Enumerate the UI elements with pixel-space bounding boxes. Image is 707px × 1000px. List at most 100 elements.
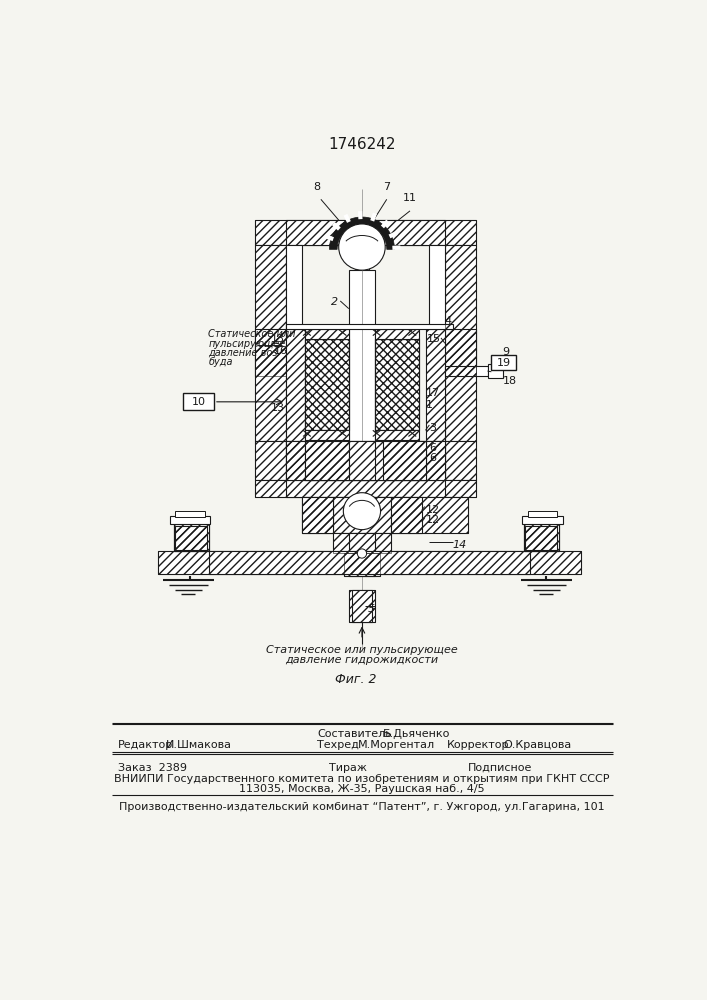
Text: 5: 5 <box>368 604 375 614</box>
Text: 7: 7 <box>383 182 390 192</box>
Bar <box>429 245 445 376</box>
Bar <box>426 441 445 480</box>
Bar <box>255 245 286 376</box>
Bar <box>305 329 349 339</box>
Bar <box>305 329 349 339</box>
Bar <box>255 480 476 497</box>
Text: 14: 14 <box>452 540 467 550</box>
Bar <box>286 329 305 441</box>
Text: 113035, Москва, Ж-35, Раушская наб., 4/5: 113035, Москва, Ж-35, Раушская наб., 4/5 <box>239 784 485 794</box>
Bar <box>445 366 488 376</box>
Bar <box>352 590 372 622</box>
Bar <box>391 497 421 533</box>
Bar <box>183 393 214 410</box>
Bar <box>174 524 209 551</box>
Bar <box>445 441 476 480</box>
Bar <box>349 590 375 622</box>
Bar <box>301 497 468 533</box>
Bar <box>445 329 476 441</box>
Bar <box>305 339 349 430</box>
Bar <box>524 524 559 551</box>
Bar <box>332 533 391 553</box>
Bar <box>353 245 371 259</box>
Text: 12: 12 <box>426 515 440 525</box>
Bar <box>375 329 419 339</box>
Bar <box>170 516 210 524</box>
Text: буда: буда <box>209 357 233 367</box>
Bar <box>182 517 204 524</box>
Bar <box>305 339 349 430</box>
Text: Б.Дьяченко: Б.Дьяченко <box>383 729 450 739</box>
Bar <box>524 524 559 551</box>
Bar <box>305 441 349 480</box>
Bar <box>209 551 530 574</box>
Bar <box>525 526 557 550</box>
Text: 8: 8 <box>313 182 320 192</box>
Bar <box>332 497 391 533</box>
Bar <box>375 430 419 440</box>
Text: Производственно-издательский комбинат “Патент”, г. Ужгород, ул.Гагарина, 101: Производственно-издательский комбинат “П… <box>119 802 604 812</box>
Bar <box>255 245 286 376</box>
Bar <box>174 524 209 551</box>
Text: 12: 12 <box>426 505 440 515</box>
Bar <box>349 590 375 622</box>
Bar <box>532 517 555 524</box>
Bar <box>305 430 349 440</box>
Bar <box>286 480 445 497</box>
Text: Статическое или: Статическое или <box>209 329 296 339</box>
Bar <box>286 324 452 329</box>
Bar <box>305 430 349 440</box>
Circle shape <box>344 493 380 530</box>
Text: 10: 10 <box>192 397 206 407</box>
Bar <box>426 441 445 480</box>
Bar <box>286 441 305 480</box>
Bar <box>383 441 426 480</box>
Text: 15: 15 <box>427 334 441 344</box>
Bar <box>426 329 445 441</box>
Text: 18: 18 <box>503 376 517 386</box>
Text: 1746242: 1746242 <box>328 137 396 152</box>
Bar <box>524 524 559 551</box>
Text: 9: 9 <box>502 347 509 357</box>
Bar <box>286 441 445 480</box>
Bar <box>522 516 563 524</box>
Bar <box>525 526 557 550</box>
Polygon shape <box>329 217 395 249</box>
Bar <box>375 339 419 430</box>
Bar <box>255 480 476 497</box>
Text: 11: 11 <box>403 193 417 203</box>
Bar <box>445 329 476 441</box>
Text: Фиг. 2: Фиг. 2 <box>335 673 376 686</box>
Bar <box>286 245 301 376</box>
Bar <box>158 551 580 574</box>
Text: 19: 19 <box>497 358 511 368</box>
Bar <box>174 524 209 551</box>
Circle shape <box>357 549 367 558</box>
Bar <box>332 533 391 553</box>
Bar <box>286 220 445 245</box>
Bar <box>355 259 369 270</box>
Text: Заказ  2389: Заказ 2389 <box>118 763 187 773</box>
Text: И.Шмакова: И.Шмакова <box>166 740 232 750</box>
Text: Техред: Техред <box>317 740 359 750</box>
Bar <box>488 364 503 378</box>
Bar <box>175 526 207 550</box>
Text: Подписное: Подписное <box>468 763 532 773</box>
Bar <box>375 339 419 430</box>
Text: Корректор: Корректор <box>448 740 510 750</box>
Circle shape <box>339 224 385 270</box>
Bar <box>445 245 476 376</box>
Bar <box>426 329 445 441</box>
Bar <box>286 441 445 480</box>
Bar <box>375 339 419 430</box>
Text: 16: 16 <box>274 346 288 356</box>
Bar <box>301 497 468 533</box>
Bar <box>349 441 375 480</box>
Text: 13: 13 <box>271 334 284 344</box>
Bar <box>255 220 476 245</box>
Text: давление воз-: давление воз- <box>209 348 281 358</box>
Text: Составитель: Составитель <box>317 729 392 739</box>
Bar <box>301 497 332 533</box>
Bar <box>375 430 419 440</box>
Bar <box>445 245 476 376</box>
